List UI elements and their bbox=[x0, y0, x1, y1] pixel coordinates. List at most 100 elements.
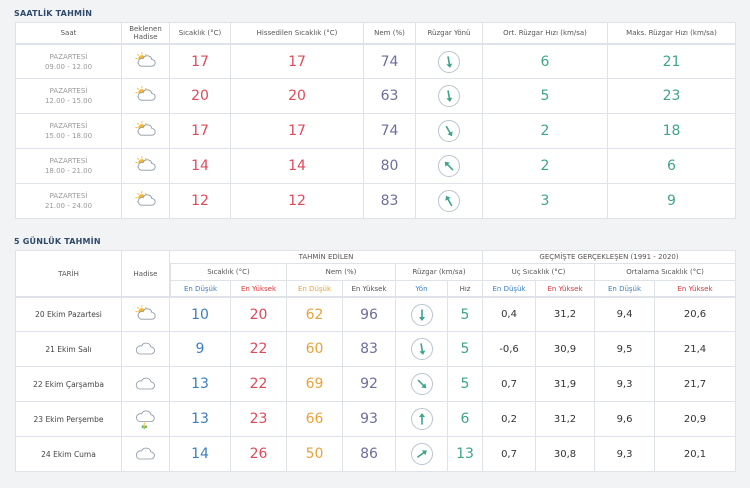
temp-low-value: 10 bbox=[170, 297, 231, 332]
temp-low-value: 9 bbox=[170, 332, 231, 367]
wind-direction-cell bbox=[416, 114, 483, 149]
weather-cell bbox=[122, 184, 170, 219]
weather-cell bbox=[122, 114, 170, 149]
table-row: 21 Ekim Salı 9 22 60 83 5 -0,6 30,9 9,5 21,4 bbox=[15, 332, 737, 367]
wind-speed-value: 13 bbox=[448, 437, 484, 472]
temp-high-value: 22 bbox=[231, 332, 287, 367]
humidity-value: 80 bbox=[364, 149, 416, 184]
header-tahmin-edilen: TAHMİN EDİLEN bbox=[170, 250, 484, 264]
extreme-low-value: -0,6 bbox=[483, 332, 537, 367]
temperature-value: 12 bbox=[170, 184, 231, 219]
extreme-high-value: 31,9 bbox=[536, 367, 596, 402]
date-label: 24 Ekim Cuma bbox=[15, 437, 122, 472]
header-hissedilen: Hissedilen Sıcaklık (°C) bbox=[231, 22, 364, 44]
header-saat: Saat bbox=[15, 22, 122, 44]
temperature-value: 20 bbox=[170, 79, 231, 114]
header-nem-en-yuksek: En Yüksek bbox=[343, 281, 396, 297]
temp-high-value: 22 bbox=[231, 367, 287, 402]
daily-header-row-1: TARİH Hadise TAHMİN EDİLEN GEÇMİŞTE GERÇ… bbox=[15, 250, 737, 297]
weather-cell bbox=[122, 437, 170, 472]
extreme-low-value: 0,7 bbox=[483, 367, 537, 402]
temp-high-value: 20 bbox=[231, 297, 287, 332]
time-range: 21.00 - 24.00 bbox=[44, 202, 93, 210]
header-uc-sicaklik: Uç Sıcaklık (°C) bbox=[483, 264, 596, 281]
wind-speed-value: 5 bbox=[448, 332, 484, 367]
partly-cloudy-icon bbox=[134, 86, 155, 101]
daily-header-row-2: Sıcaklık (°C) Nem (%) Rüzgar (km/sa) Uç … bbox=[15, 264, 737, 281]
header-ortalama-sicaklik: Ortalama Sıcaklık (°C) bbox=[595, 264, 737, 281]
humidity-high-value: 86 bbox=[343, 437, 396, 472]
rain-cloud-icon bbox=[135, 410, 155, 430]
time-slot-cell: PAZARTESİ 12.00 - 15.00 bbox=[15, 79, 122, 114]
extreme-low-value: 0,7 bbox=[483, 437, 537, 472]
wind-direction-cell bbox=[396, 402, 448, 437]
humidity-low-value: 62 bbox=[287, 297, 343, 332]
humidity-low-value: 66 bbox=[287, 402, 343, 437]
weather-cell bbox=[122, 149, 170, 184]
humidity-value: 83 bbox=[364, 184, 416, 219]
humidity-low-value: 69 bbox=[287, 367, 343, 402]
partly-cloudy-icon bbox=[134, 121, 155, 136]
header-ort-en-dusuk: En Düşük bbox=[595, 281, 656, 297]
wind-arrow-icon bbox=[446, 90, 453, 102]
humidity-high-value: 96 bbox=[343, 297, 396, 332]
wind-direction-indicator bbox=[410, 408, 433, 430]
cloudy-icon bbox=[135, 377, 155, 390]
average-high-value: 20,1 bbox=[655, 437, 737, 472]
humidity-low-value: 50 bbox=[287, 437, 343, 472]
temperature-value: 17 bbox=[170, 44, 231, 79]
extreme-low-value: 0,2 bbox=[483, 402, 537, 437]
time-slot-cell: PAZARTESİ 09.00 - 12.00 bbox=[15, 44, 122, 79]
avg-wind-value: 5 bbox=[483, 79, 608, 114]
header-ruzgar-yonu: Rüzgar Yönü bbox=[416, 22, 483, 44]
wind-arrow-icon bbox=[446, 55, 453, 68]
avg-wind-value: 6 bbox=[483, 44, 608, 79]
header-nem-en-dusuk: En Düşük bbox=[287, 281, 343, 297]
wind-direction-cell bbox=[416, 149, 483, 184]
humidity-high-value: 93 bbox=[343, 402, 396, 437]
date-label: 23 Ekim Perşembe bbox=[15, 402, 122, 437]
wind-direction-cell bbox=[416, 184, 483, 219]
header-gecmiste: GEÇMİŞTE GERÇEKLEŞEN (1991 - 2020) bbox=[483, 250, 737, 264]
date-label: 20 Ekim Pazartesi bbox=[15, 297, 122, 332]
date-label: 21 Ekim Salı bbox=[15, 332, 122, 367]
weather-cell bbox=[122, 367, 170, 402]
temperature-value: 14 bbox=[170, 149, 231, 184]
avg-wind-value: 2 bbox=[483, 149, 608, 184]
extreme-high-value: 31,2 bbox=[536, 297, 596, 332]
header-ort-ruzgar: Ort. Rüzgar Hızı (km/sa) bbox=[483, 22, 608, 44]
hourly-section-title: SAATLİK TAHMİN bbox=[14, 9, 93, 18]
weather-cell bbox=[122, 44, 170, 79]
feels-like-value: 17 bbox=[231, 114, 364, 149]
time-slot-cell: PAZARTESİ 15.00 - 18.00 bbox=[15, 114, 122, 149]
partly-cloudy-icon bbox=[134, 51, 155, 67]
extreme-high-value: 30,9 bbox=[536, 332, 596, 367]
wind-arrow-icon bbox=[445, 195, 453, 207]
header-hadise: Hadise bbox=[122, 250, 170, 297]
wind-direction-cell bbox=[396, 332, 448, 367]
humidity-value: 63 bbox=[364, 79, 416, 114]
header-nem: Nem (%) bbox=[364, 22, 416, 44]
wind-direction-indicator bbox=[438, 120, 460, 142]
weather-cell bbox=[122, 402, 170, 437]
weather-cell bbox=[122, 79, 170, 114]
humidity-value: 74 bbox=[364, 44, 416, 79]
wind-direction-cell bbox=[416, 44, 483, 79]
max-wind-value: 9 bbox=[608, 184, 736, 219]
average-low-value: 9,3 bbox=[595, 367, 656, 402]
feels-like-value: 20 bbox=[231, 79, 364, 114]
wind-speed-value: 5 bbox=[448, 297, 484, 332]
humidity-low-value: 60 bbox=[287, 332, 343, 367]
average-high-value: 20,6 bbox=[655, 297, 737, 332]
wind-arrow-icon bbox=[418, 413, 425, 425]
max-wind-value: 21 bbox=[608, 44, 736, 79]
table-row: PAZARTESİ 12.00 - 15.00 20 20 63 5 23 bbox=[15, 79, 736, 114]
header-sicaklik-en-dusuk: En Düşük bbox=[170, 281, 231, 297]
wind-direction-indicator bbox=[438, 50, 460, 73]
average-low-value: 9,5 bbox=[595, 332, 656, 367]
max-wind-value: 23 bbox=[608, 79, 736, 114]
wind-direction-cell bbox=[396, 297, 448, 332]
table-row: PAZARTESİ 21.00 - 24.00 12 12 83 3 9 bbox=[15, 184, 736, 219]
temp-low-value: 14 bbox=[170, 437, 231, 472]
wind-arrow-icon bbox=[416, 450, 427, 458]
